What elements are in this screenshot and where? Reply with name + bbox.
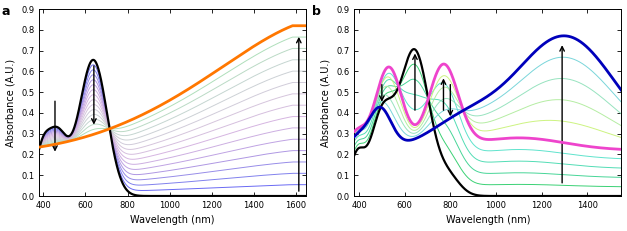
Y-axis label: Absorbance (A.U.): Absorbance (A.U.) bbox=[321, 58, 331, 147]
X-axis label: Wavelength (nm): Wavelength (nm) bbox=[130, 216, 215, 225]
Text: a: a bbox=[2, 5, 11, 18]
Text: b: b bbox=[312, 5, 320, 18]
Y-axis label: Absorbance (A.U.): Absorbance (A.U.) bbox=[6, 58, 16, 147]
X-axis label: Wavelength (nm): Wavelength (nm) bbox=[446, 216, 530, 225]
